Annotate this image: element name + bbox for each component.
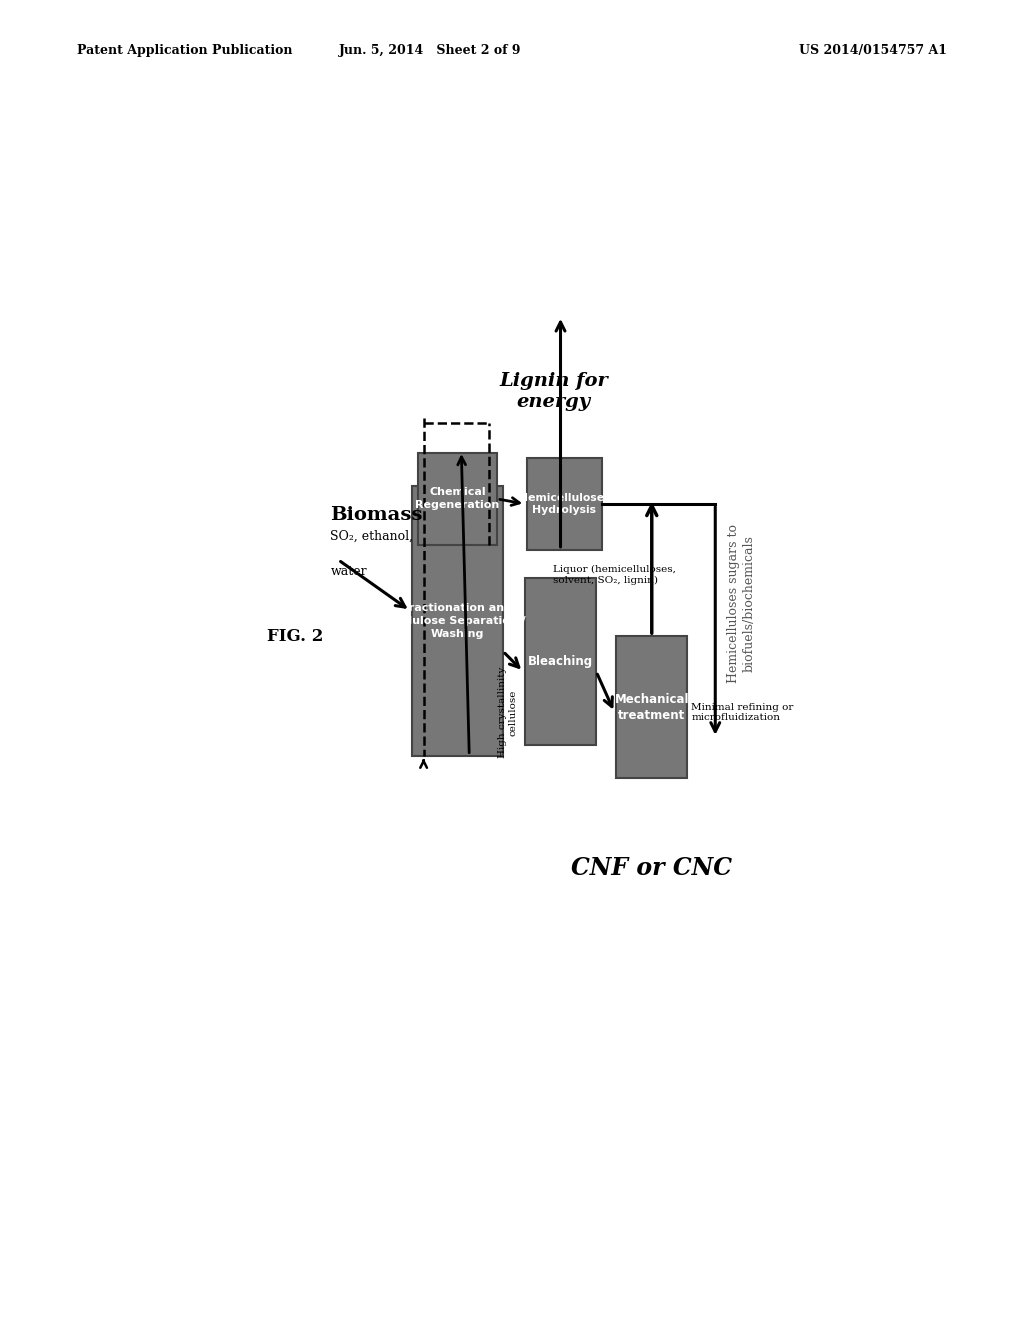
FancyBboxPatch shape: [526, 458, 602, 549]
Text: CNF or CNC: CNF or CNC: [571, 857, 732, 880]
Text: Hemicelluloses
Hydrolysis: Hemicelluloses Hydrolysis: [519, 492, 610, 515]
Text: Lignin for
energy: Lignin for energy: [499, 372, 608, 411]
FancyBboxPatch shape: [524, 578, 596, 746]
Text: Patent Application Publication: Patent Application Publication: [77, 44, 292, 57]
Text: Liquor (hemicelluloses,
solvent, SO₂, lignin): Liquor (hemicelluloses, solvent, SO₂, li…: [553, 565, 676, 585]
Text: FIG. 2: FIG. 2: [267, 627, 324, 644]
Text: water: water: [331, 565, 367, 578]
Text: Minimal refining or
microfluidization: Minimal refining or microfluidization: [691, 702, 794, 722]
Text: High crystallinity
cellulose: High crystallinity cellulose: [498, 667, 517, 758]
FancyBboxPatch shape: [412, 486, 503, 755]
Text: Jun. 5, 2014   Sheet 2 of 9: Jun. 5, 2014 Sheet 2 of 9: [339, 44, 521, 57]
FancyBboxPatch shape: [616, 636, 687, 779]
Text: Mechanical
treatment: Mechanical treatment: [614, 693, 689, 722]
Text: Bleaching: Bleaching: [528, 655, 593, 668]
Text: Chemical
Regeneration: Chemical Regeneration: [415, 487, 500, 511]
Text: Hemicelluloses sugars to
biofuels/biochemicals: Hemicelluloses sugars to biofuels/bioche…: [727, 524, 755, 682]
Text: Fractionation and
Cellulose Separation /
Washing: Fractionation and Cellulose Separation /…: [389, 603, 525, 639]
FancyBboxPatch shape: [418, 453, 497, 545]
Text: SO₂, ethanol,: SO₂, ethanol,: [331, 529, 414, 543]
Text: Biomass: Biomass: [331, 507, 423, 524]
Text: US 2014/0154757 A1: US 2014/0154757 A1: [799, 44, 947, 57]
